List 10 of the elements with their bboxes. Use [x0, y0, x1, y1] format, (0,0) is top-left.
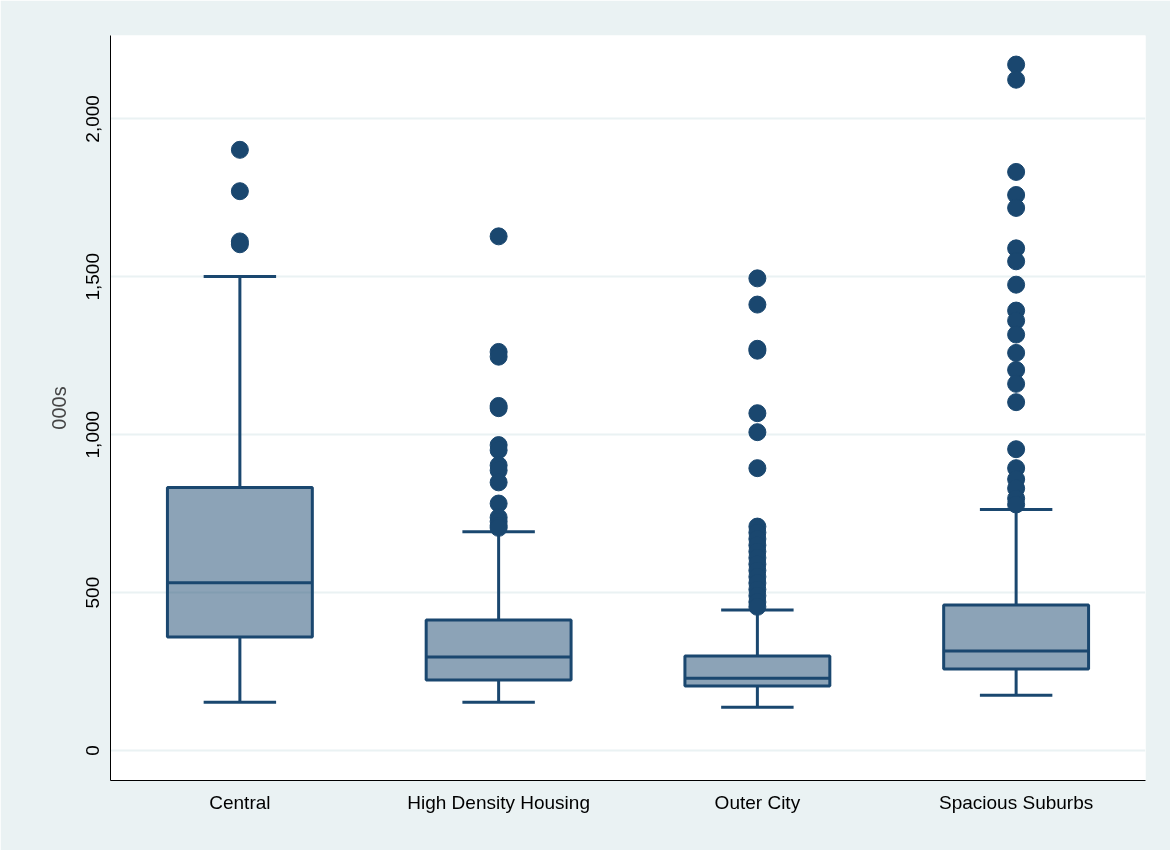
- y-tick-label: 2,000: [82, 95, 104, 143]
- x-tick-label: High Density Housing: [407, 791, 590, 813]
- y-tick-label: 0: [82, 745, 104, 756]
- y-axis-title: 000s: [47, 386, 70, 430]
- x-tick-label: Central: [209, 791, 271, 813]
- y-tick-label: 1,500: [82, 253, 104, 301]
- y-tick-label: 1,000: [82, 410, 104, 459]
- x-tick-label: Spacious Suburbs: [939, 791, 1094, 813]
- y-tick-label: 500: [82, 576, 104, 609]
- x-tick-label: Outer City: [714, 791, 801, 813]
